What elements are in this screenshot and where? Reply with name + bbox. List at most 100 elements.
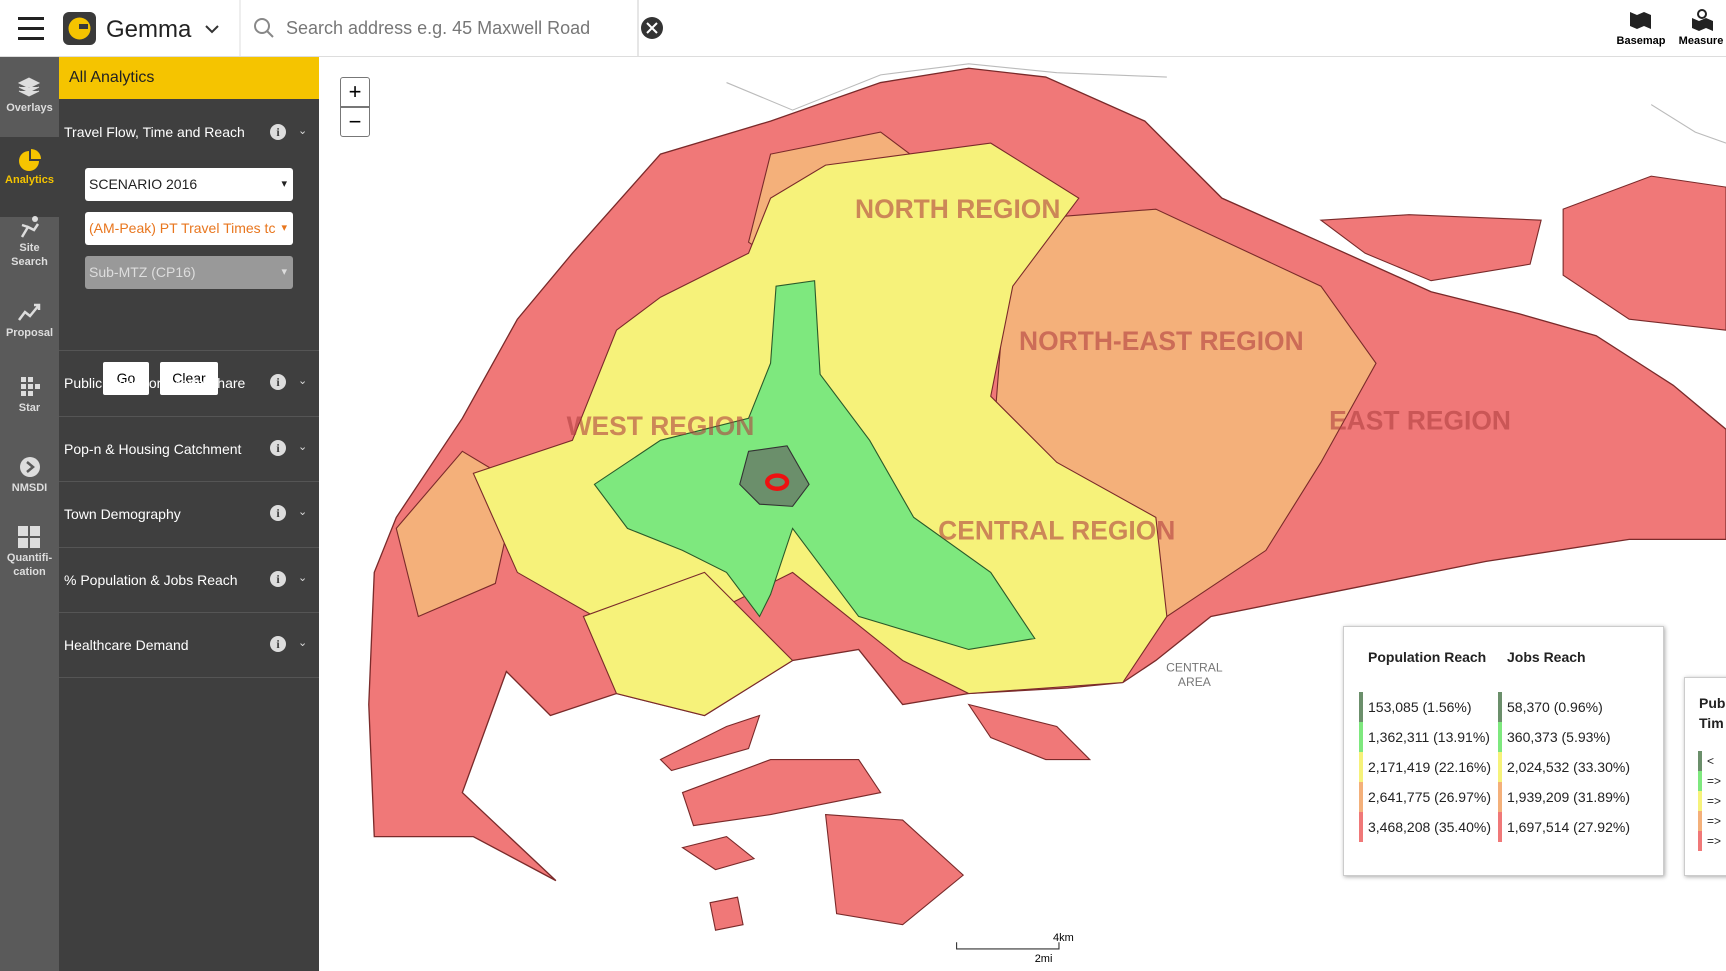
rail-icon (17, 303, 40, 321)
legend-header: Jobs Reach (1507, 649, 1586, 665)
rail-label: Quantifi-cation (6, 552, 53, 578)
rail-label: NMSDI (11, 482, 48, 494)
section-title[interactable]: Town Demography (64, 506, 181, 522)
legend-swatch (1359, 692, 1363, 722)
rail-icon (19, 457, 40, 477)
separator (59, 481, 319, 482)
zoom-in[interactable]: + (340, 77, 370, 107)
chevron[interactable]: ⌄ (298, 506, 308, 518)
legend-swatch (1698, 771, 1702, 791)
tool-measure[interactable]: Measure (1678, 35, 1724, 47)
rail-item[interactable]: Star (0, 367, 59, 415)
rail-item[interactable]: Proposal (0, 292, 59, 340)
area-label: AREA (1178, 675, 1212, 689)
separator (59, 677, 319, 678)
rail-item[interactable]: Overlays (0, 67, 59, 115)
menu-icon[interactable] (18, 17, 44, 40)
info-icon[interactable]: i (270, 505, 286, 521)
section-title[interactable]: Public Transport Mode Share (64, 375, 246, 391)
legend-row: => (1707, 794, 1722, 808)
tool-icons (1630, 9, 1713, 31)
info-icon[interactable]: i (270, 124, 286, 140)
region-label: WEST REGION (567, 411, 755, 441)
top-icons (18, 0, 663, 56)
section-title[interactable]: Travel Flow, Time and Reach (64, 124, 245, 140)
legend-title: Pub (1699, 695, 1726, 711)
legend-swatch (1498, 782, 1502, 812)
info-icon[interactable]: i (270, 636, 286, 652)
zone-select[interactable]: Sub-MTZ (CP16) (85, 256, 293, 289)
rail-item[interactable]: Quantifi-cation (0, 517, 59, 579)
legend-swatch (1498, 752, 1502, 782)
legend-row: => (1707, 774, 1722, 788)
legend-row: => (1707, 814, 1722, 828)
legend-value: 2,171,419 (22.16%) (1368, 759, 1491, 775)
rail-label: Site Search (11, 242, 48, 268)
chevron[interactable]: ⌄ (298, 125, 308, 137)
rail-icon (17, 77, 40, 97)
panel-header[interactable]: All Analytics (59, 57, 319, 99)
legend-swatch (1698, 811, 1702, 831)
measure-select[interactable]: (AM-Peak) PT Travel Times tc (85, 212, 293, 245)
app-name[interactable]: Gemma (106, 16, 192, 43)
rail-label: Star (18, 402, 41, 414)
separator (59, 350, 319, 351)
map[interactable]: NORTH REGION NORTH-EAST REGION WEST REGI… (319, 57, 1726, 971)
search-input[interactable]: Search address e.g. 45 Maxwell Road (286, 18, 591, 38)
legend-value: 1,362,311 (13.91%) (1368, 729, 1490, 745)
section-title[interactable]: Pop-n & Housing Catchment (64, 441, 242, 457)
chevron[interactable]: ⌄ (298, 637, 308, 649)
legend-swatch (1698, 831, 1702, 851)
legend-swatch (1498, 722, 1502, 752)
legend-partial: Pub Tim < => => => => (1684, 677, 1726, 876)
info-icon[interactable]: i (270, 440, 286, 456)
icon-rail: Overlays Analytics Site Search Proposal Star… (0, 57, 59, 971)
rail-item[interactable]: Site Search (0, 207, 59, 269)
scale-bar (956, 942, 1060, 950)
legend: Population Reach Jobs Reach 153,085 (1.56%… (1343, 626, 1664, 876)
rail-label: Overlays (6, 102, 53, 114)
legend-value: 360,373 (5.93%) (1507, 729, 1611, 745)
top-bar: Gemma Search address e.g. 45 Maxwell Roa… (0, 0, 1726, 57)
rail-item[interactable]: Analytics (0, 137, 59, 217)
chevron[interactable]: ⌄ (298, 572, 308, 584)
rail-icon (18, 149, 41, 171)
section-title[interactable]: Healthcare Demand (64, 637, 189, 653)
scale-label: 2mi (1035, 953, 1053, 965)
legend-swatch (1698, 751, 1702, 771)
chevron[interactable]: ⌄ (298, 441, 308, 453)
section-title[interactable]: % Population & Jobs Reach (64, 572, 238, 588)
chevron[interactable]: ⌄ (298, 375, 308, 387)
region-label: NORTH REGION (855, 194, 1060, 224)
legend-value: 2,024,532 (33.30%) (1507, 759, 1630, 775)
go-button[interactable]: Go (103, 362, 149, 395)
scenario-select[interactable]: SCENARIO 2016 (85, 168, 293, 201)
zoom-out[interactable]: − (340, 107, 370, 137)
rail-item[interactable]: NMSDI (0, 447, 59, 495)
analytics-panel: All Analytics Travel Flow, Time and Reac… (59, 57, 319, 971)
area-label: CENTRAL (1166, 660, 1223, 674)
info-icon[interactable]: i (270, 571, 286, 587)
legend-value: 2,641,775 (26.97%) (1368, 789, 1491, 805)
legend-swatch (1498, 812, 1502, 842)
legend-row: < (1707, 754, 1715, 768)
rail-label: Analytics (5, 174, 54, 186)
legend-header: Population Reach (1368, 649, 1487, 665)
tool-basemap[interactable]: Basemap (1616, 35, 1666, 47)
legend-swatch (1498, 692, 1502, 722)
legend-swatch (1359, 752, 1363, 782)
legend-swatch (1359, 722, 1363, 752)
legend-swatch (1698, 791, 1702, 811)
legend-value: 3,468,208 (35.40%) (1368, 819, 1491, 835)
legend-value: 153,085 (1.56%) (1368, 699, 1472, 715)
legend-value: 1,939,209 (31.89%) (1507, 789, 1630, 805)
clear-button[interactable]: Clear (160, 362, 218, 395)
separator (59, 612, 319, 613)
rail-icon (17, 526, 40, 548)
legend-swatch (1359, 782, 1363, 812)
legend-title: Tim (1699, 715, 1724, 731)
region-label: NORTH-EAST REGION (1019, 326, 1304, 356)
rail-icon (20, 377, 40, 396)
info-icon[interactable]: i (270, 374, 286, 390)
